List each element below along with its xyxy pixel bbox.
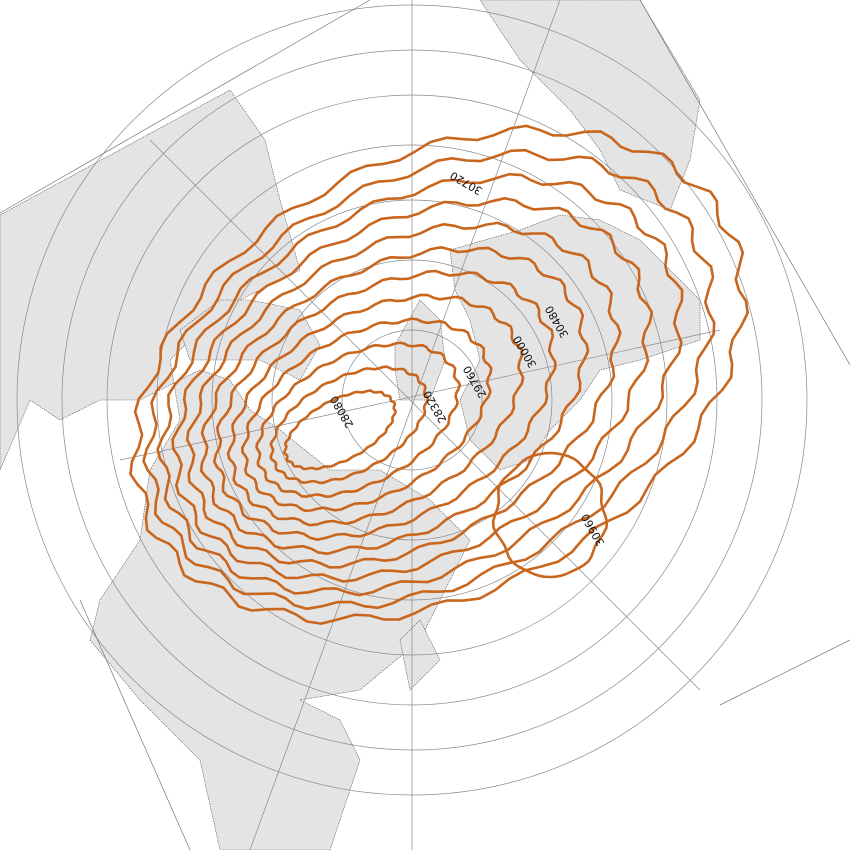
height-contours (129, 124, 749, 625)
contour-label: 30720 (448, 169, 485, 198)
meridian-line (249, 0, 561, 850)
land-alaska (479, 0, 701, 211)
frame-edge (639, 0, 850, 366)
contour-line (142, 148, 716, 611)
contour-line (255, 341, 462, 498)
land-greenland (394, 299, 446, 401)
contour-label: 30960 (579, 511, 608, 548)
frame-edge (0, 0, 371, 214)
contour-line (269, 365, 430, 485)
contour-line (212, 269, 557, 541)
contour-line (171, 197, 654, 583)
contour-line (241, 317, 493, 512)
land-north-america (449, 214, 701, 471)
contour-line-high (491, 451, 609, 579)
frame-edge (719, 639, 850, 706)
contour-line (156, 172, 684, 597)
contour-line (129, 124, 749, 625)
frame-edge (79, 599, 191, 850)
contour-line (282, 389, 397, 471)
contour-line (226, 293, 525, 527)
contour-label: 28080 (328, 393, 357, 430)
contour-line (199, 246, 590, 555)
